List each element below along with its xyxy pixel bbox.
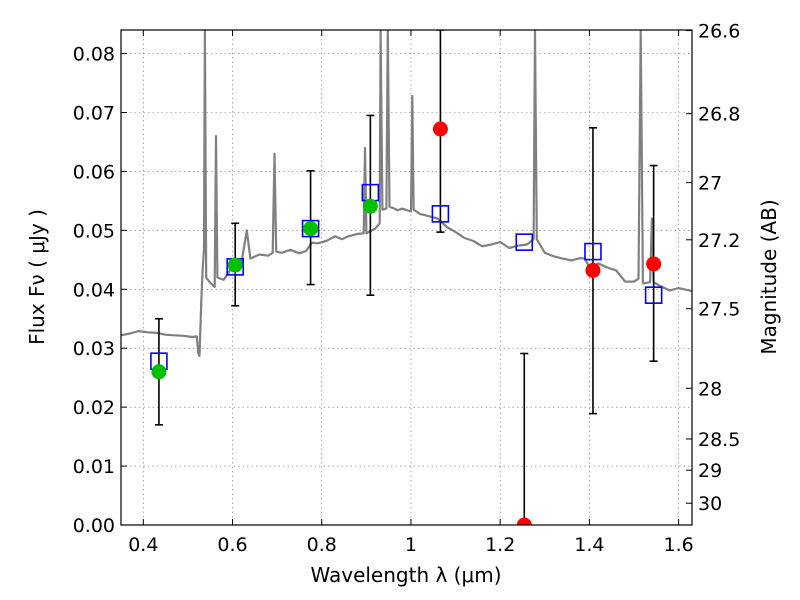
non-detected-point <box>432 121 448 137</box>
x-tick-label: 1.2 <box>485 534 515 556</box>
non-detected-point <box>646 256 662 272</box>
y-tick-label: 0.05 <box>73 220 115 242</box>
y-tick-label: 0.03 <box>73 338 115 360</box>
x-tick-label: 1 <box>405 534 417 556</box>
right-tick-label: 27.2 <box>698 230 740 252</box>
y-tick-label: 0.08 <box>73 44 115 66</box>
right-tick-label: 30 <box>698 493 722 515</box>
x-tick-label: 0.8 <box>307 534 337 556</box>
right-tick-label: 27 <box>698 173 722 195</box>
non-detected-point <box>585 262 601 278</box>
plot-area <box>121 30 692 525</box>
right-axis-label: Magnitude (AB) <box>757 199 781 354</box>
y-axis-label: Flux Fν ( μJy ) <box>25 209 49 345</box>
detected-point <box>151 364 167 380</box>
model-square <box>584 242 602 261</box>
y-tick-label: 0.00 <box>73 515 115 537</box>
x-tick-label: 0.6 <box>217 534 247 556</box>
model-square <box>301 219 320 238</box>
detected-point <box>303 221 319 237</box>
y-tick-label: 0.07 <box>73 103 115 125</box>
right-tick-label: 28 <box>698 378 722 400</box>
x-tick-label: 0.4 <box>128 534 158 556</box>
plot-frame <box>120 29 693 526</box>
y-tick-label: 0.04 <box>73 279 115 301</box>
model-square <box>431 205 450 223</box>
model-square <box>644 286 663 304</box>
right-tick-label: 28.5 <box>698 429 740 451</box>
detected-point <box>362 198 378 214</box>
y-tick-label: 0.02 <box>73 397 115 419</box>
non-detected-point <box>516 517 532 525</box>
right-tick-label: 29 <box>698 460 722 482</box>
y-tick-label: 0.01 <box>73 456 115 478</box>
right-tick-label: 26.6 <box>698 21 740 43</box>
model-square <box>515 233 534 251</box>
detected-point <box>227 257 243 273</box>
x-tick-label: 1.6 <box>664 534 694 556</box>
right-tick-label: 27.5 <box>698 299 740 321</box>
axes-ticks: 0.4 0.6 0.8 1 1.2 1.4 1.6 0.00 0.01 0.02 0.03 0.04 0… <box>73 21 741 556</box>
x-tick-label: 1.4 <box>574 534 604 556</box>
x-axis-label: Wavelength λ (μm) <box>310 563 501 587</box>
y-tick-label: 0.06 <box>73 161 115 183</box>
right-tick-label: 26.8 <box>698 104 740 126</box>
